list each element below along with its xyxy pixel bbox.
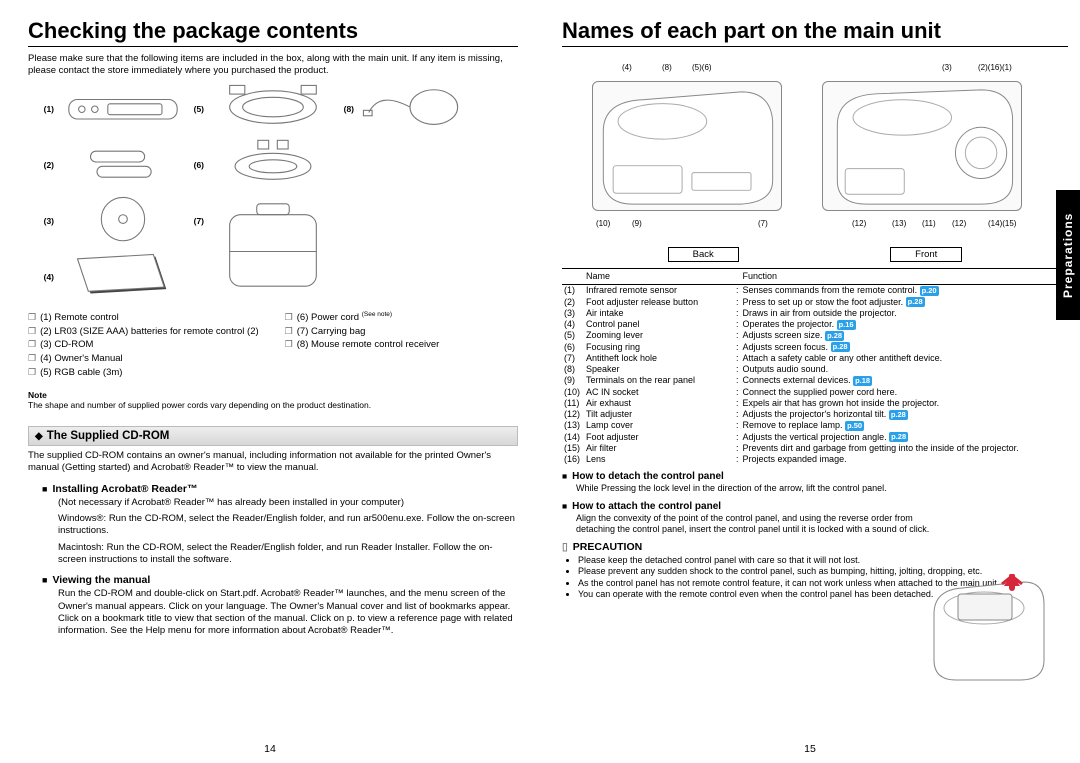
- callout-8: (8): [662, 63, 672, 72]
- page-number-15: 15: [540, 743, 1080, 755]
- table-row: (13)Lamp cover:Remove to replace lamp. p…: [562, 420, 1068, 431]
- note-heading: Note: [28, 390, 518, 400]
- label-front: Front: [890, 247, 962, 262]
- view-labels: Back Front: [592, 247, 1038, 262]
- table-row: (5)Zooming lever:Adjusts screen size. p.…: [562, 330, 1068, 341]
- illus-carrying-bag: [208, 193, 338, 304]
- callout-12b: (12): [952, 219, 966, 228]
- table-row: (14)Foot adjuster:Adjusts the vertical p…: [562, 432, 1068, 443]
- callout-2-16-1: (2)(16)(1): [978, 63, 1012, 72]
- callout-10: (10): [596, 219, 610, 228]
- table-row: (8)Speaker:Outputs audio sound.: [562, 364, 1068, 375]
- table-row: (2)Foot adjuster release button:Press to…: [562, 297, 1068, 308]
- callout-11: (11): [922, 219, 936, 228]
- install-mac: Macintosh: Run the CD-ROM, select the Re…: [58, 542, 518, 567]
- viewing-heading: Viewing the manual: [42, 574, 518, 586]
- item-num-5: (5): [188, 104, 208, 114]
- table-row: (16)Lens:Projects expanded image.: [562, 454, 1068, 465]
- pkg-item-3: (3) CD-ROM: [28, 338, 259, 352]
- note-body: The shape and number of supplied power c…: [28, 400, 518, 410]
- callout-3: (3): [942, 63, 952, 72]
- heading-package-contents: Checking the package contents: [28, 18, 518, 47]
- precaution-item: Please keep the detached control panel w…: [578, 555, 1068, 566]
- item-num-4: (4): [28, 272, 58, 282]
- viewing-para: Run the CD-ROM and double-click on Start…: [58, 588, 518, 637]
- install-windows: Windows®: Run the CD-ROM, select the Rea…: [58, 513, 518, 538]
- attach-heading: How to attach the control panel: [562, 501, 1068, 512]
- callout-7: (7): [758, 219, 768, 228]
- package-illustration-grid: (1) (5) (8) (2) (6) (3) (7): [28, 81, 518, 305]
- illus-batteries: [58, 136, 188, 193]
- detach-heading: How to detach the control panel: [562, 471, 1068, 482]
- callout-4: (4): [622, 63, 632, 72]
- item-num-2: (2): [28, 160, 58, 170]
- illus-rgb-cable: [208, 80, 338, 137]
- pkg-item-8: (8) Mouse remote control receiver: [285, 338, 440, 352]
- pkg-item-7: (7) Carrying bag: [285, 325, 440, 339]
- illus-mouse-receiver: [358, 80, 488, 137]
- label-back: Back: [668, 247, 739, 262]
- callout-5-6: (5)(6): [692, 63, 712, 72]
- table-row: (9)Terminals on the rear panel:Connects …: [562, 375, 1068, 386]
- callout-12a: (12): [852, 219, 866, 228]
- item-num-6: (6): [188, 160, 208, 170]
- attach-body: Align the convexity of the point of the …: [576, 513, 938, 536]
- table-row: (4)Control panel:Operates the projector.…: [562, 319, 1068, 330]
- install-note: (Not necessary if Acrobat® Reader™ has a…: [58, 497, 518, 509]
- pkg-item-4: (4) Owner's Manual: [28, 352, 259, 366]
- intro-text: Please make sure that the following item…: [28, 53, 518, 77]
- pkg-item-5: (5) RGB cable (3m): [28, 366, 259, 380]
- precaution-heading: PRECAUTION: [562, 541, 1068, 553]
- illus-power-cord: [208, 136, 338, 193]
- package-list: (1) Remote control (2) LR03 (SIZE AAA) b…: [28, 311, 518, 380]
- page-15: Names of each part on the main unit (4) …: [540, 0, 1080, 763]
- callout-9: (9): [632, 219, 642, 228]
- table-row: (3)Air intake:Draws in air from outside …: [562, 308, 1068, 319]
- heading-parts-names: Names of each part on the main unit: [562, 18, 1068, 47]
- cdrom-para: The supplied CD-ROM contains an owner's …: [28, 450, 518, 475]
- illus-remote: [58, 80, 188, 137]
- table-row: (15)Air filter:Prevents dirt and garbage…: [562, 443, 1068, 454]
- pkg-item-2: (2) LR03 (SIZE AAA) batteries for remote…: [28, 325, 259, 339]
- parts-table: Name Function (1)Infrared remote sensor:…: [562, 268, 1068, 465]
- page-14: Checking the package contents Please mak…: [0, 0, 540, 763]
- page-number-14: 14: [0, 743, 540, 755]
- pkg-item-1: (1) Remote control: [28, 311, 259, 325]
- table-row: (12)Tilt adjuster:Adjusts the projector'…: [562, 409, 1068, 420]
- table-row: (11)Air exhaust:Expels air that has grow…: [562, 398, 1068, 409]
- th-function: Function: [741, 269, 1068, 285]
- projector-diagram: (4) (8) (5)(6) (3) (2)(16)(1) (10) (9) (…: [562, 53, 1068, 243]
- thumb-tab-preparations: Preparations: [1056, 190, 1080, 320]
- cdrom-band: The Supplied CD-ROM: [28, 426, 518, 446]
- item-num-8: (8): [338, 104, 358, 114]
- pkg-item-6: (6) Power cord (See note): [285, 311, 440, 325]
- table-row: (6)Focusing ring:Adjusts screen focus. p…: [562, 342, 1068, 353]
- detach-body: While Pressing the lock level in the dir…: [576, 483, 938, 494]
- illus-cdrom: [58, 192, 188, 249]
- item-num-7: (7): [188, 216, 208, 226]
- callout-14-15: (14)(15): [988, 219, 1016, 228]
- table-row: (7)Antitheft lock hole:Attach a safety c…: [562, 353, 1068, 364]
- th-name: Name: [584, 269, 734, 285]
- item-num-3: (3): [28, 216, 58, 226]
- table-row: (1)Infrared remote sensor:Senses command…: [562, 285, 1068, 297]
- detach-illustration: [928, 574, 1048, 684]
- install-heading: Installing Acrobat® Reader™: [42, 483, 518, 495]
- illus-manual: [58, 248, 188, 305]
- table-row: (10)AC IN socket:Connect the supplied po…: [562, 387, 1068, 398]
- item-num-1: (1): [28, 104, 58, 114]
- callout-13: (13): [892, 219, 906, 228]
